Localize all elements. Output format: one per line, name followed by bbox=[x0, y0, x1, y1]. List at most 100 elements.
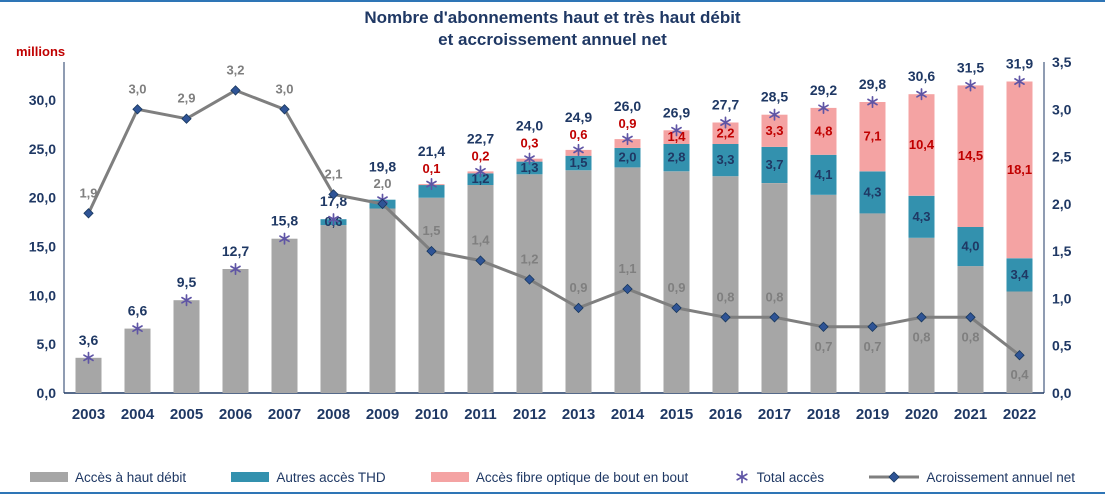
x-axis-label: 2013 bbox=[562, 406, 595, 423]
total-marker-asterisk bbox=[965, 79, 976, 92]
total-marker-asterisk bbox=[573, 143, 584, 156]
legend-swatch-total-acces bbox=[734, 469, 750, 485]
x-axis-label: 2017 bbox=[758, 406, 791, 423]
line-marker-diamond bbox=[524, 274, 535, 285]
data-label-growth: 1,4 bbox=[471, 233, 490, 248]
y-axis-tick-label: 30,0 bbox=[29, 92, 56, 108]
data-label-growth: 2,9 bbox=[177, 91, 195, 106]
legend-swatch-haut-debit bbox=[30, 472, 68, 482]
legend-line-diamond-icon bbox=[869, 471, 920, 483]
bar-segment-autres_thd-2010 bbox=[418, 185, 445, 198]
line-marker-diamond bbox=[1014, 350, 1025, 361]
x-axis-label: 2004 bbox=[121, 406, 155, 423]
bar-segment-fibre-2015 bbox=[663, 130, 690, 144]
total-marker-asterisk bbox=[181, 294, 192, 307]
data-label-fibre: 0,1 bbox=[422, 161, 440, 176]
bar-segment-haut_debit-2010 bbox=[418, 197, 445, 393]
data-label-growth: 1,5 bbox=[422, 223, 440, 238]
chart-title-line2: et accroissement annuel net bbox=[438, 30, 667, 50]
growth-line bbox=[87, 88, 1021, 357]
line-marker-diamond bbox=[622, 283, 633, 295]
data-label-total: 26,0 bbox=[614, 98, 641, 114]
total-marker-asterisk bbox=[524, 152, 535, 165]
line-marker-diamond bbox=[867, 321, 878, 332]
bar-segment-autres_thd-2017 bbox=[761, 146, 788, 183]
bar-segment-haut_debit-2019 bbox=[859, 213, 886, 393]
data-label-fibre: 14,5 bbox=[958, 148, 983, 163]
data-label-fibre: 10,4 bbox=[909, 137, 935, 152]
data-label-growth: 0,8 bbox=[961, 329, 979, 344]
x-axis-label: 2016 bbox=[709, 406, 742, 423]
bar-segment-autres_thd-2012 bbox=[516, 161, 543, 175]
y2-axis-tick-label: 2,0 bbox=[1052, 196, 1072, 212]
data-label-autres-thd: 4,0 bbox=[961, 239, 979, 254]
data-label-fibre: 18,1 bbox=[1007, 162, 1032, 177]
x-axis-label: 2015 bbox=[660, 406, 693, 423]
line-marker-diamond bbox=[426, 245, 437, 257]
data-label-autres-thd: 3,3 bbox=[716, 152, 734, 167]
data-label-total: 3,6 bbox=[79, 332, 99, 348]
y-axis-tick-label: 5,0 bbox=[37, 336, 57, 352]
line-marker-diamond bbox=[83, 208, 94, 219]
bar-segment-fibre-2016 bbox=[712, 122, 739, 144]
x-axis-label: 2003 bbox=[72, 406, 105, 423]
line-marker-diamond bbox=[916, 312, 927, 323]
data-label-total: 19,8 bbox=[369, 159, 396, 175]
legend-swatch-accroissement bbox=[869, 470, 920, 484]
y-axis-tick-label: 25,0 bbox=[29, 141, 56, 157]
legend-item-total-acces: Total accès bbox=[734, 469, 825, 485]
y-axis-tick-label: 0,0 bbox=[37, 385, 57, 401]
bar-segment-autres_thd-2018 bbox=[810, 154, 837, 195]
total-marker-asterisk bbox=[83, 351, 94, 364]
legend-label-total-acces: Total accès bbox=[756, 469, 825, 485]
data-label-total: 9,5 bbox=[177, 274, 197, 290]
total-marker-asterisk bbox=[1014, 75, 1025, 88]
y2-axis-tick-label: 3,5 bbox=[1052, 54, 1072, 70]
bar-segment-autres_thd-2020 bbox=[908, 195, 935, 238]
data-label-growth: 3,2 bbox=[226, 62, 244, 77]
line-marker-diamond bbox=[475, 255, 486, 266]
line-marker-diamond bbox=[720, 312, 731, 323]
bar-segment-autres_thd-2016 bbox=[712, 144, 739, 177]
data-label-growth: 0,7 bbox=[814, 339, 832, 354]
legend-label-haut-debit: Accès à haut débit bbox=[75, 469, 187, 485]
data-label-growth: 1,9 bbox=[79, 185, 97, 200]
data-label-autres-thd: 3,7 bbox=[765, 157, 783, 172]
bar-segment-haut_debit-2007 bbox=[271, 238, 298, 393]
bar-segment-autres_thd-2021 bbox=[957, 227, 984, 267]
bar-segment-haut_debit-2005 bbox=[173, 300, 200, 393]
data-label-autres-thd: 1,5 bbox=[569, 155, 587, 170]
data-label-autres-thd: 4,3 bbox=[912, 209, 930, 224]
bar-segment-haut_debit-2015 bbox=[663, 171, 690, 393]
data-label-fibre: 4,8 bbox=[814, 123, 832, 138]
line-marker-diamond bbox=[132, 104, 143, 115]
data-label-autres-thd: 3,4 bbox=[1010, 267, 1029, 282]
legend-label-accroissement: Acroissement annuel net bbox=[926, 469, 1075, 485]
data-label-growth: 0,9 bbox=[569, 280, 587, 295]
chart-title-line1: Nombre d'abonnements haut et très haut d… bbox=[364, 8, 741, 27]
line-marker-diamond bbox=[328, 189, 339, 200]
bar-segment-haut_debit-2006 bbox=[222, 269, 249, 393]
data-label-growth: 0,8 bbox=[765, 289, 783, 304]
bar-segment-haut_debit-2014 bbox=[614, 167, 641, 393]
y-axis-tick-label: 20,0 bbox=[29, 190, 56, 206]
total-marker-asterisk bbox=[671, 124, 682, 137]
y2-axis-tick-label: 1,0 bbox=[1052, 290, 1072, 306]
x-axis-label: 2007 bbox=[268, 406, 301, 423]
data-label-total: 30,6 bbox=[908, 68, 935, 84]
bar-segment-haut_debit-2004 bbox=[124, 328, 151, 393]
total-marker-asterisk bbox=[818, 101, 829, 114]
data-label-fibre: 3,3 bbox=[765, 123, 783, 138]
line-marker-diamond bbox=[279, 104, 290, 115]
x-axis-label: 2006 bbox=[219, 406, 252, 423]
total-marker-asterisk bbox=[475, 165, 486, 178]
data-label-fibre: 0,3 bbox=[520, 136, 538, 151]
data-label-total: 12,7 bbox=[222, 243, 249, 259]
total-marker-asterisk bbox=[230, 262, 241, 276]
legend-item-autres-thd: Autres accès THD bbox=[231, 470, 386, 485]
data-label-total: 21,4 bbox=[418, 143, 445, 159]
data-label-autres-thd: 2,8 bbox=[667, 150, 685, 165]
bottom-accent-rule bbox=[0, 492, 1105, 494]
bar-segment-fibre-2018 bbox=[810, 107, 837, 155]
